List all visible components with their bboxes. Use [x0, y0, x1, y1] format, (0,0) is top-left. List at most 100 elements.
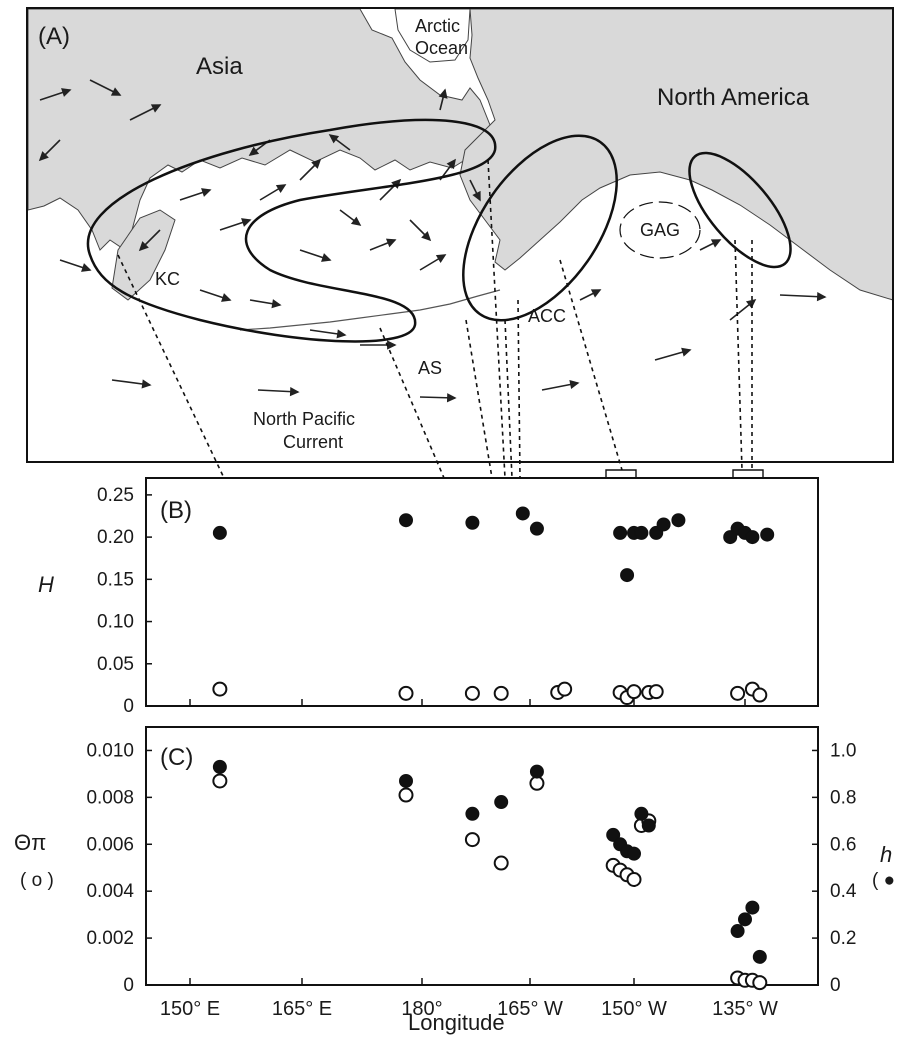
panel-b-point-filled — [745, 530, 760, 545]
panel-c-ylabel-left: Θπ — [14, 830, 46, 855]
panel-c-ytick-right-label: 1.0 — [830, 740, 856, 761]
panel-c-point-filled — [606, 827, 621, 842]
panel-c-ylabel-left-marker: ( o ) — [20, 870, 54, 891]
panel-b-ytick-label: 0.10 — [97, 612, 134, 633]
panel-b-point-open — [730, 685, 746, 701]
panel-b-point-filled — [760, 527, 775, 542]
panel-c-ylabel-right-marker: ( ● ) — [872, 870, 898, 891]
panel-c-xtick-label: 165° W — [497, 998, 563, 1020]
panel-c-xticks: 150° E 165° E 180° 165° W 150° W 135° W — [160, 978, 778, 1020]
arctic-label-line2: Ocean — [415, 38, 468, 58]
panel-c-point-open — [398, 787, 414, 803]
panel-c-letter: (C) — [160, 744, 193, 771]
asia-landmass — [28, 9, 491, 251]
panel-b-point-open — [557, 681, 573, 697]
panel-c-points — [212, 759, 768, 991]
panel-c-point-open — [529, 775, 545, 791]
panel-b-point-filled — [723, 530, 738, 545]
gag-label: GAG — [640, 220, 680, 240]
panel-b-point-filled — [465, 515, 480, 530]
panel-b-points — [212, 506, 775, 706]
panel-c-ytick-left-label: 0.002 — [86, 928, 134, 949]
panel-b-point-filled — [529, 521, 544, 536]
arctic-label-line1: Arctic — [415, 16, 460, 36]
panel-c-xtick-label: 165° E — [272, 998, 332, 1020]
connector-brackets — [605, 469, 764, 478]
panel-b-ytick-label: 0.05 — [97, 654, 134, 675]
panel-c-point-open — [493, 855, 509, 871]
panel-c-ytick-left-label: 0 — [123, 975, 134, 996]
panel-b-point-filled — [613, 525, 628, 540]
panel-c-point-filled — [627, 846, 641, 861]
panel-b-point-open — [752, 687, 768, 703]
panel-c-point-filled — [465, 806, 480, 821]
panel-c-point-filled — [752, 949, 767, 964]
panel-b-ytick-label: 0 — [123, 696, 134, 717]
panel-c-ylabel-right: h — [880, 842, 892, 867]
panel-b-letter: (B) — [160, 497, 192, 524]
panel-b-point-open — [212, 681, 228, 697]
panel-b-point-filled — [620, 568, 635, 583]
panel-b-xtick-marks — [189, 699, 746, 706]
panel-c-frame — [145, 726, 819, 986]
asia-label: Asia — [196, 53, 243, 80]
sample-region-outlines — [86, 118, 792, 343]
panel-c-ytick-left-label: 0.004 — [86, 881, 134, 902]
panel-c-point-filled — [738, 912, 752, 927]
panel-c-ytick-right-label: 0.8 — [830, 787, 856, 808]
panel-c-ytick-right-label: 0.4 — [830, 881, 857, 902]
panel-c-point-filled — [399, 773, 413, 788]
as-label: AS — [418, 358, 442, 378]
panel-c-yticks-left: 0 0.002 0.004 0.006 0.008 0.010 — [86, 740, 152, 996]
panel-c-point-filled — [529, 764, 544, 779]
panel-c-xtick-label: 180° — [401, 998, 442, 1020]
panel-c-yticks-right: 0 0.2 0.4 0.6 0.8 1.0 — [812, 740, 857, 996]
acc-label: ACC — [528, 306, 566, 326]
npc-label-line1: North Pacific — [253, 409, 355, 429]
panel-b-point-filled — [399, 513, 413, 528]
panel-c-ytick-left-label: 0.006 — [86, 834, 134, 855]
panel-b-point-open — [648, 684, 664, 700]
panel-b-yticks: 0 0.05 0.10 0.15 0.20 0.25 — [97, 485, 152, 717]
panel-c-ytick-right-label: 0 — [830, 975, 841, 996]
panel-c-ytick-right-label: 0.6 — [830, 834, 856, 855]
panel-c-ytick-left-label: 0.010 — [86, 740, 134, 761]
panel-c-point-filled — [212, 759, 227, 774]
north-america-label: North America — [657, 84, 810, 111]
acc-region-outline — [462, 134, 618, 322]
panel-c-ytick-left-label: 0.008 — [86, 787, 134, 808]
kamchatka — [111, 209, 176, 301]
map-panel: (A) Asia Arctic Ocean North America KC A… — [26, 7, 894, 463]
panel-b-point-filled — [515, 506, 530, 521]
panel-b-point-filled — [671, 513, 686, 528]
panel-c-point-open — [752, 975, 768, 991]
panel-c-ytick-right-label: 0.2 — [830, 928, 856, 949]
panel-b-point-open — [626, 684, 642, 700]
panel-c-xtick-label: 135° W — [712, 998, 778, 1020]
panel-c-point-open — [212, 773, 228, 789]
panel-c-point-filled — [730, 924, 745, 939]
panel-c-point-filled — [745, 900, 760, 915]
panel-b-ytick-label: 0.15 — [97, 569, 134, 590]
panel-c-point-open — [626, 871, 642, 887]
panel-b-ytick-label: 0.25 — [97, 485, 134, 506]
panel-b-point-open — [464, 685, 480, 701]
panel-b-ylabel: H — [38, 572, 54, 597]
gag-loop — [619, 201, 701, 259]
panel-c-point-filled — [641, 818, 656, 833]
panel-b-ytick-label: 0.20 — [97, 527, 134, 548]
x-axis-title: Longitude — [408, 1010, 505, 1035]
panel-c-xtick-label: 150° W — [601, 998, 667, 1020]
gag-region-outline — [688, 151, 792, 269]
panel-c-point-filled — [634, 806, 649, 821]
panel-c-point-open — [464, 832, 480, 848]
panel-c: (C) Θπ ( o ) h ( ● ) 0 0.002 0.004 0.006 0.0… — [14, 726, 898, 1035]
panel-c-point-filled — [494, 795, 509, 810]
panel-b-point-filled — [634, 525, 649, 540]
panel-b: (B) H 0 0.05 0.10 0.15 0.20 0.25 — [38, 477, 819, 717]
panel-b-point-filled — [212, 525, 227, 540]
aleutian-islands — [239, 289, 501, 331]
panel-b-point-filled — [656, 517, 671, 532]
panel-c-xtick-label: 150° E — [160, 998, 220, 1020]
